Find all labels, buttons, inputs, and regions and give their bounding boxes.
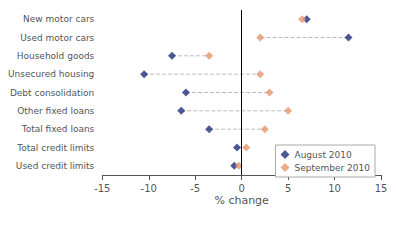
svg-text:Total credit limits: Total credit limits [16, 143, 94, 153]
svg-text:10: 10 [328, 183, 341, 194]
svg-text:August 2010: August 2010 [294, 150, 352, 160]
svg-text:September 2010: September 2010 [294, 163, 370, 173]
svg-text:-10: -10 [141, 183, 157, 194]
svg-text:New motor cars: New motor cars [23, 14, 95, 24]
svg-text:Total fixed loans: Total fixed loans [21, 124, 95, 134]
svg-text:Used credit limits: Used credit limits [16, 161, 95, 171]
svg-text:Unsecured housing: Unsecured housing [8, 69, 94, 79]
svg-text:Other fixed loans: Other fixed loans [17, 106, 94, 116]
svg-text:5: 5 [285, 183, 291, 194]
svg-text:% change: % change [214, 194, 269, 207]
svg-text:15: 15 [375, 183, 388, 194]
svg-text:Debt consolidation: Debt consolidation [10, 88, 94, 98]
svg-text:-5: -5 [190, 183, 200, 194]
svg-text:Household goods: Household goods [17, 51, 95, 61]
svg-text:-15: -15 [94, 183, 110, 194]
svg-text:Used motor cars: Used motor cars [20, 33, 94, 43]
svg-text:0: 0 [238, 183, 244, 194]
